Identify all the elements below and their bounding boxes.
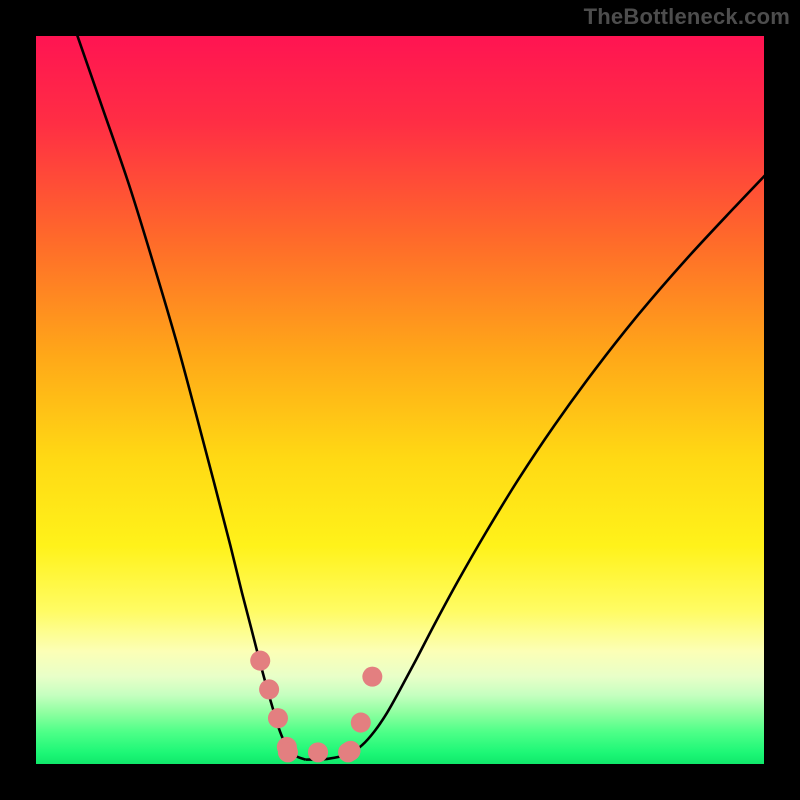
stage: TheBottleneck.com [0, 0, 800, 800]
plot-outer-frame [0, 0, 800, 800]
bottleneck-curve [36, 36, 764, 764]
trough-highlight [260, 661, 382, 753]
curve-group [72, 36, 764, 760]
watermark-text: TheBottleneck.com [584, 4, 790, 30]
plot-inner-area [36, 36, 764, 764]
curve-left-branch [72, 36, 305, 760]
